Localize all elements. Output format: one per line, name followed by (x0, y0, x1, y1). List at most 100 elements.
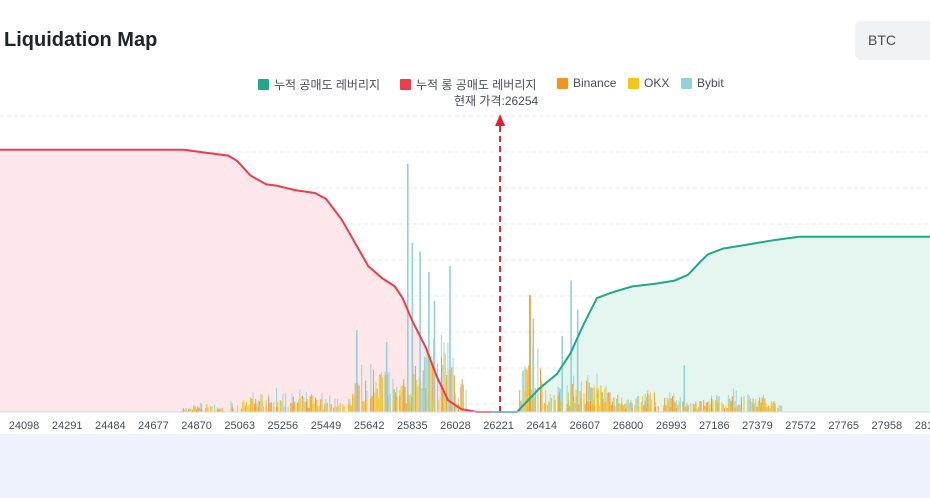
okx-bar (554, 400, 556, 412)
cumulative-long-line (0, 148, 493, 413)
binance-bar (453, 375, 455, 412)
binance-bar (216, 409, 218, 412)
legend-item-short[interactable]: 누적 공매도 레버리지 (258, 76, 380, 93)
bybit-bar (433, 338, 435, 412)
okx-bar (247, 409, 249, 412)
binance-bar (571, 383, 573, 412)
okx-bar (753, 406, 755, 412)
okx-bar (682, 406, 684, 412)
exchange-spike-bar (529, 295, 531, 412)
binance-bar (601, 392, 603, 412)
legend-item-bybit[interactable]: Bybit (681, 76, 724, 90)
binance-bar (253, 403, 255, 412)
x-tick-label: 24484 (95, 420, 126, 432)
binance-bar (687, 405, 689, 412)
bybit-bar (291, 392, 293, 412)
binance-bar (431, 362, 433, 412)
bybit-bar (421, 388, 423, 412)
okx-bar (416, 379, 418, 412)
binance-bar (357, 383, 359, 412)
okx-bar (530, 389, 532, 412)
okx-bar (527, 369, 528, 412)
binance-bar (372, 369, 374, 412)
legend-item-long[interactable]: 누적 롱 공매도 레버리지 (400, 76, 536, 93)
binance-bar (730, 400, 732, 412)
bybit-bar (424, 356, 425, 412)
binance-bar (354, 383, 356, 412)
x-tick-label: 25063 (224, 420, 255, 432)
legend-item-binance[interactable]: Binance (557, 76, 616, 90)
okx-bar (437, 377, 438, 412)
okx-bar (303, 400, 305, 412)
bybit-bar (325, 399, 327, 412)
bybit-bar (616, 399, 617, 412)
okx-bar (316, 402, 318, 412)
okx-bar (312, 395, 314, 412)
okx-bar (285, 400, 287, 412)
okx-bar (642, 396, 644, 412)
okx-bar (621, 397, 623, 412)
okx-bar (382, 377, 383, 412)
binance-bar (584, 403, 586, 412)
okx-bar (438, 400, 440, 412)
exchange-spike-bar (570, 280, 572, 412)
okx-bar (233, 409, 235, 412)
exchange-spike-bar (532, 318, 535, 412)
binance-bar (773, 401, 775, 412)
current-price-label: 현재 가격:26254 (454, 94, 539, 108)
okx-bar (591, 397, 593, 412)
bybit-bar (735, 390, 737, 412)
binance-bar (707, 402, 709, 412)
okx-bar (709, 408, 711, 412)
binance-bar (218, 409, 219, 412)
bybit-bar (230, 400, 232, 412)
okx-bar (714, 401, 716, 412)
okx-bar (279, 400, 281, 412)
okx-bar (243, 399, 245, 412)
okx-bar (199, 408, 201, 412)
bybit-bar (189, 407, 191, 412)
cumulative-long-area (0, 149, 493, 413)
binance-bar (726, 408, 728, 412)
bybit-bar (361, 364, 363, 412)
legend-item-okx[interactable]: OKX (628, 76, 669, 90)
bybit-bar (523, 370, 525, 412)
okx-bar (348, 405, 350, 412)
binance-bar (669, 406, 671, 412)
bybit-bar (338, 405, 340, 412)
okx-bar (366, 399, 368, 412)
okx-bar (181, 410, 183, 412)
legend-swatch-binance (557, 77, 568, 89)
okx-bar (704, 408, 706, 412)
x-tick-label: 25449 (311, 420, 342, 432)
bybit-bar (447, 342, 449, 412)
binance-bar (717, 403, 719, 412)
binance-bar (446, 374, 448, 412)
okx-bar (242, 401, 244, 412)
okx-bar (353, 394, 355, 412)
symbol-select[interactable]: BTC (855, 21, 930, 60)
binance-bar (631, 407, 633, 412)
binance-bar (255, 398, 257, 412)
okx-bar (651, 399, 653, 412)
binance-bar (362, 401, 364, 412)
okx-bar (206, 404, 208, 412)
x-tick-label: 24291 (52, 420, 83, 432)
okx-bar (431, 399, 433, 412)
binance-bar (664, 397, 666, 412)
okx-bar (461, 397, 463, 412)
binance-bar (711, 398, 712, 412)
binance-bar (738, 404, 740, 412)
okx-bar (769, 408, 771, 412)
okx-bar (321, 399, 323, 412)
okx-bar (259, 403, 261, 412)
bybit-bar (283, 406, 285, 412)
x-tick-label: 27958 (872, 420, 903, 432)
binance-bar (657, 406, 659, 412)
okx-bar (764, 398, 766, 412)
okx-bar (765, 402, 767, 412)
exchange-bars (181, 163, 783, 412)
binance-bar (590, 401, 591, 412)
exchange-spike-bar (411, 242, 414, 412)
okx-bar (430, 356, 432, 412)
